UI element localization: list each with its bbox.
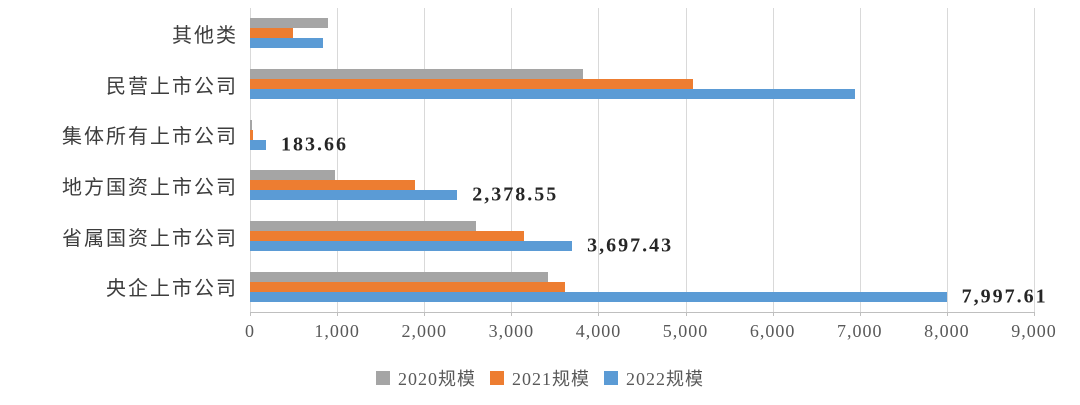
category-labels: 其他类民营上市公司集体所有上市公司 地方国资上市公司 省属国资上市公司央企上市公司 (0, 8, 238, 312)
x-tick-label: 5,000 (662, 321, 709, 341)
bar-2021规模-央企上市公司 (250, 281, 566, 292)
gridline (1034, 8, 1035, 312)
legend-item-2021规模: 2021规模 (490, 365, 590, 391)
bar-2020规模-省属国资上市公司 (250, 221, 477, 232)
bar-group-1 (250, 8, 1034, 59)
x-tick-label: 6,000 (749, 321, 796, 341)
legend-swatch (604, 371, 618, 385)
legend-label: 2022规模 (626, 369, 704, 389)
x-tick-label: 3,000 (488, 321, 535, 341)
data-label: 183.66 (280, 133, 348, 156)
x-tick-mark (859, 312, 861, 316)
legend-swatch (490, 371, 504, 385)
bar-2021规模-民营上市公司 (250, 79, 693, 89)
category-label: 央企上市公司 (106, 278, 238, 301)
legend-label: 2021规模 (512, 369, 590, 389)
x-axis-line (250, 312, 1035, 313)
bar-2020规模-民营上市公司 (250, 69, 583, 79)
x-tick-mark (598, 312, 600, 316)
bar-2020规模-地方国资上市公司 (250, 170, 335, 181)
bar-group-3: 183.66 (250, 109, 1034, 160)
plot-area: 183.66 2,378.55 3,697.43 7,997.61 (250, 8, 1046, 312)
x-tick-mark (946, 312, 948, 316)
x-tick-mark (250, 312, 251, 316)
bar-2020规模-集体所有上市公司 (250, 119, 252, 130)
legend-item-2020规模: 2020规模 (376, 365, 476, 391)
gridline (337, 8, 339, 312)
data-label: 7,997.61 (961, 285, 1048, 308)
x-tick-label: 1,000 (314, 321, 360, 341)
legend: 2020规模 2021规模 2022规模 (0, 365, 1080, 391)
bar-2022规模-地方国资上市公司: 2,378.55 (250, 184, 556, 206)
bar-2021规模-省属国资上市公司 (250, 231, 525, 242)
bar-2022规模-央企上市公司: 7,997.61 (250, 285, 1046, 307)
bar-2022规模-省属国资上市公司: 3,697.43 (250, 235, 671, 257)
x-tick-mark (511, 312, 513, 316)
category-label: 地方国资上市公司 (62, 176, 238, 199)
x-tick-label: 7,000 (837, 321, 883, 341)
bar-2021规模-集体所有上市公司 (250, 129, 253, 140)
bar-2022规模-其他类 (250, 38, 324, 49)
bar-group-4: 2,378.55 (250, 160, 1034, 211)
data-label: 3,697.43 (587, 234, 674, 257)
gridline (859, 8, 861, 312)
gridline (250, 8, 251, 312)
category-label: 省属国资上市公司 (62, 227, 238, 250)
category-label: 集体所有上市公司 (62, 126, 238, 149)
x-tick-mark (424, 312, 426, 316)
bar-group-2 (250, 59, 1034, 110)
x-tick-mark (337, 312, 339, 316)
bar-2021规模-其他类 (250, 28, 293, 39)
category-label: 民营上市公司 (106, 75, 238, 98)
x-tick-mark (1034, 312, 1035, 316)
bar-group-6: 7,997.61 (250, 261, 1046, 312)
x-tick-label: 4,000 (575, 321, 622, 341)
bar-2020规模-央企上市公司 (250, 271, 548, 282)
x-tick-label: 9,000 (1011, 321, 1057, 341)
bar-group-5: 3,697.43 (250, 211, 1034, 262)
gridline (685, 8, 687, 312)
gridline (424, 8, 426, 312)
category-label: 其他类 (172, 24, 238, 47)
x-tick-label: 0 (245, 321, 255, 341)
bar-2022规模-集体所有上市公司: 183.66 (250, 133, 346, 155)
bar-2022规模-民营上市公司 (250, 89, 856, 99)
legend-label: 2020规模 (398, 369, 476, 389)
gridline (598, 8, 600, 312)
x-tick-mark (685, 312, 687, 316)
legend-swatch (376, 371, 390, 385)
data-label: 2,378.55 (472, 183, 559, 206)
x-tick-label: 2,000 (401, 321, 447, 341)
gridline (511, 8, 513, 312)
gridline (772, 8, 774, 312)
bar-rows: 183.66 2,378.55 3,697.43 7,997.61 (250, 8, 1046, 312)
gridline (946, 8, 948, 312)
bar-2021规模-地方国资上市公司 (250, 180, 415, 191)
x-tick-label: 8,000 (924, 321, 970, 341)
x-tick-mark (772, 312, 774, 316)
bar-2020规模-其他类 (250, 18, 329, 29)
legend-item-2022规模: 2022规模 (604, 365, 704, 391)
